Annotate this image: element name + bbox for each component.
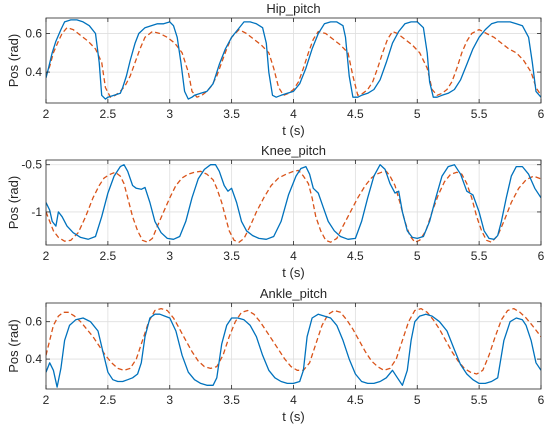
hip-pitch-chart-series-solid [46, 19, 541, 100]
knee-pitch-chart-xtick-label-8: 6 [538, 249, 545, 263]
ankle-pitch-chart-ylabel: Pos (rad) [6, 319, 21, 372]
knee-pitch-chart-xtick-label-6: 5 [414, 249, 421, 263]
knee-pitch-chart-xtick-label-5: 4.5 [347, 249, 364, 263]
ankle-pitch-chart-xtick-label-1: 2.5 [100, 393, 117, 407]
hip-pitch-chart-ytick-label-1: 0.6 [25, 26, 42, 40]
ankle-pitch-chart-xtick-label-6: 5 [414, 393, 421, 407]
ankle-pitch-chart-xtick-label-5: 4.5 [347, 393, 364, 407]
hip-pitch-chart-xtick-label-7: 5.5 [471, 107, 488, 121]
knee-pitch-chart-ytick-label-1: -0.5 [21, 158, 42, 172]
ankle-pitch-chart-series-solid [46, 313, 541, 388]
hip-pitch-chart-xtick-label-2: 3 [166, 107, 173, 121]
knee-pitch-chart-xtick-label-7: 5.5 [471, 249, 488, 263]
knee-pitch-chart-xtick-label-3: 3.5 [223, 249, 240, 263]
hip-pitch-chart-xtick-label-4: 4 [290, 107, 297, 121]
ankle-pitch-chart-xtick-label-3: 3.5 [223, 393, 240, 407]
hip-pitch-chart-title: Hip_pitch [266, 1, 320, 16]
ankle-pitch-chart-xtick-label-8: 6 [538, 393, 545, 407]
hip-pitch-chart-ytick-label-0: 0.4 [25, 65, 42, 79]
knee-pitch-chart-xtick-label-4: 4 [290, 249, 297, 263]
ankle-pitch-chart-series-dashed [46, 307, 541, 375]
hip-pitch-chart-xtick-label-1: 2.5 [100, 107, 117, 121]
hip-pitch-chart-xtick-label-6: 5 [414, 107, 421, 121]
ankle-pitch-chart-ytick-label-0: 0.4 [25, 352, 42, 366]
knee-pitch-chart-title: Knee_pitch [261, 143, 326, 158]
knee-pitch-chart-xtick-label-0: 2 [43, 249, 50, 263]
knee-pitch-chart-ytick-label-0: -1 [31, 205, 42, 219]
hip-pitch-chart-ylabel: Pos (rad) [6, 34, 21, 87]
knee-pitch-chart-ylabel: Pos (rad) [6, 176, 21, 229]
knee-pitch-chart-series-solid [46, 164, 541, 240]
knee-pitch-chart-xtick-label-1: 2.5 [100, 249, 117, 263]
ankle-pitch-chart-ytick-label-1: 0.6 [25, 315, 42, 329]
hip-pitch-chart-xtick-label-8: 6 [538, 107, 545, 121]
hip-pitch-chart-xtick-label-0: 2 [43, 107, 50, 121]
ankle-pitch-chart-xtick-label-4: 4 [290, 393, 297, 407]
knee-pitch-chart-xtick-label-2: 3 [166, 249, 173, 263]
knee-pitch-chart-xlabel: t (s) [282, 265, 304, 280]
ankle-pitch-chart-title: Ankle_pitch [260, 286, 327, 301]
ankle-pitch-chart-xtick-label-0: 2 [43, 393, 50, 407]
ankle-pitch-chart-xlabel: t (s) [282, 409, 304, 424]
ankle-pitch-chart-xtick-label-7: 5.5 [471, 393, 488, 407]
hip-pitch-chart-xtick-label-3: 3.5 [223, 107, 240, 121]
hip-pitch-chart-xlabel: t (s) [282, 123, 304, 138]
hip-pitch-chart-xtick-label-5: 4.5 [347, 107, 364, 121]
ankle-pitch-chart-xtick-label-2: 3 [166, 393, 173, 407]
